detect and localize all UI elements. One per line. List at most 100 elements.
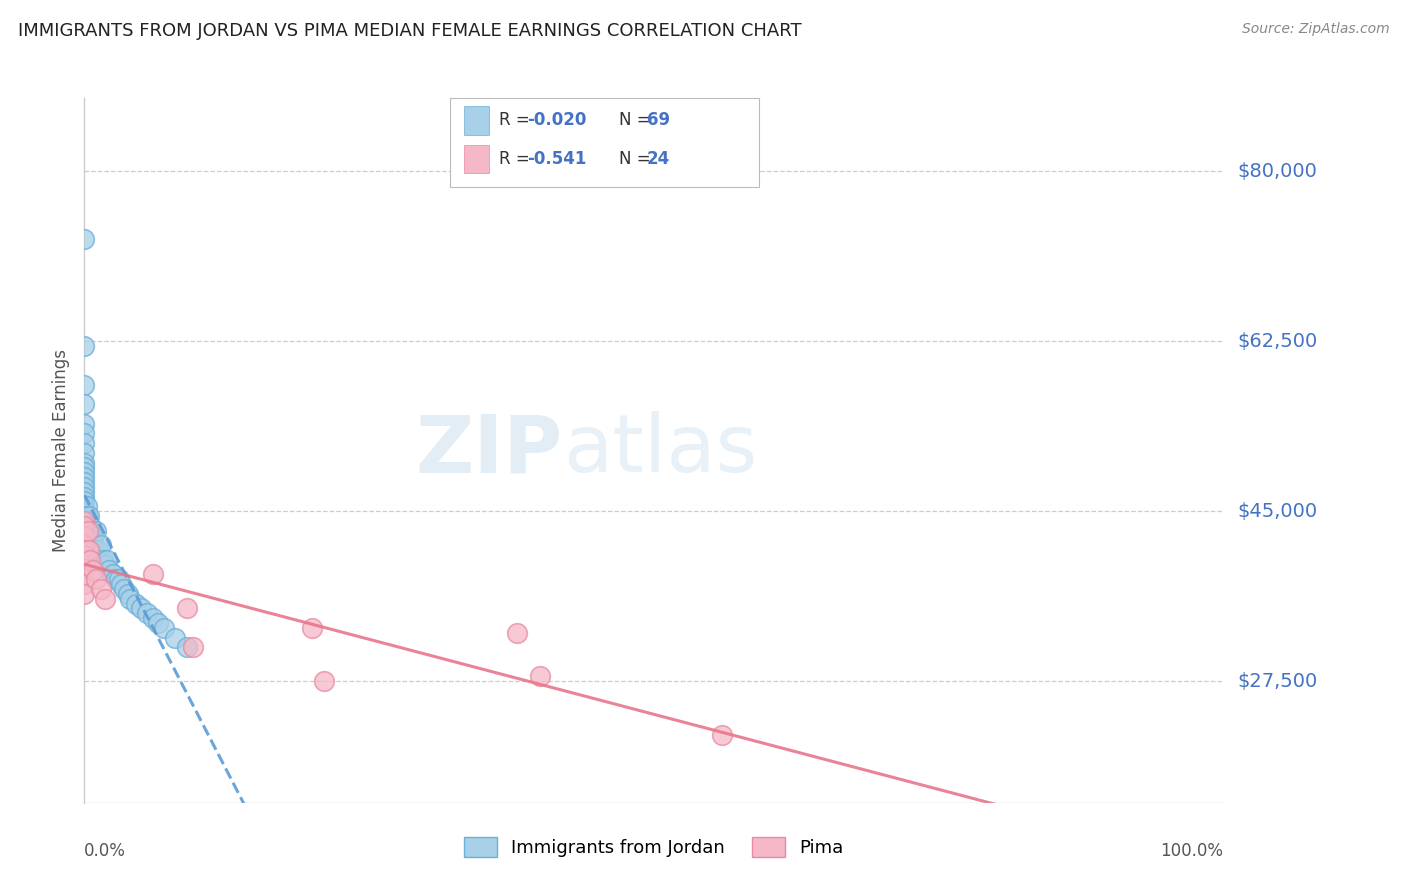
Point <box>89 553 111 567</box>
Point <box>90 582 112 596</box>
Point <box>82 562 104 576</box>
Point <box>76 509 98 524</box>
Point <box>506 625 529 640</box>
Text: $27,500: $27,500 <box>1237 672 1317 690</box>
Text: $45,000: $45,000 <box>1237 501 1317 521</box>
Point <box>73 426 96 441</box>
Text: R =: R = <box>499 150 536 168</box>
Point <box>73 397 96 411</box>
Point <box>529 669 551 683</box>
Point <box>79 553 101 567</box>
Point <box>77 543 100 558</box>
Point <box>90 538 112 552</box>
Point <box>73 232 96 246</box>
Point <box>76 518 98 533</box>
Point <box>73 558 96 572</box>
Point <box>73 436 96 450</box>
Point <box>118 591 141 606</box>
Text: 0.0%: 0.0% <box>84 842 127 860</box>
Point <box>73 494 96 508</box>
Point <box>148 615 170 630</box>
Point <box>73 516 96 530</box>
Point <box>73 518 96 533</box>
Point <box>82 533 104 548</box>
Text: R =: R = <box>499 112 536 129</box>
Text: Source: ZipAtlas.com: Source: ZipAtlas.com <box>1241 22 1389 37</box>
Point <box>84 524 107 538</box>
Text: 69: 69 <box>647 112 669 129</box>
Point <box>153 621 176 635</box>
Point <box>76 524 98 538</box>
Point <box>101 567 124 582</box>
Point <box>73 339 96 353</box>
Text: $80,000: $80,000 <box>1237 161 1317 180</box>
Point <box>73 500 96 514</box>
Legend: Immigrants from Jordan, Pima: Immigrants from Jordan, Pima <box>457 830 851 864</box>
Point <box>73 417 96 431</box>
Text: IMMIGRANTS FROM JORDAN VS PIMA MEDIAN FEMALE EARNINGS CORRELATION CHART: IMMIGRANTS FROM JORDAN VS PIMA MEDIAN FE… <box>18 22 801 40</box>
Point <box>77 509 100 524</box>
Point <box>73 456 96 470</box>
Point <box>124 597 146 611</box>
Point <box>73 577 96 591</box>
Point <box>312 674 335 689</box>
Point <box>73 524 96 538</box>
Point <box>711 728 734 742</box>
Point <box>73 567 96 582</box>
Point <box>73 466 96 480</box>
Point <box>94 591 117 606</box>
Point <box>142 611 165 625</box>
Point <box>87 543 110 558</box>
Point <box>112 582 135 596</box>
Point <box>73 528 96 542</box>
Point <box>73 509 96 524</box>
Point <box>73 528 96 542</box>
Point <box>73 538 96 552</box>
Point <box>73 587 96 601</box>
Point <box>98 562 121 576</box>
Text: atlas: atlas <box>562 411 756 490</box>
Point <box>73 512 96 526</box>
Point <box>117 587 139 601</box>
Text: $62,500: $62,500 <box>1237 332 1317 351</box>
Point <box>131 601 153 615</box>
Point <box>301 621 323 635</box>
Point <box>80 538 103 552</box>
Point <box>110 577 132 591</box>
Point <box>73 506 96 520</box>
Text: ZIP: ZIP <box>415 411 562 490</box>
Point <box>96 553 118 567</box>
Text: -0.020: -0.020 <box>527 112 586 129</box>
Text: N =: N = <box>619 112 655 129</box>
Point <box>76 524 98 538</box>
Point <box>83 543 105 558</box>
Point <box>73 470 96 484</box>
Text: N =: N = <box>619 150 655 168</box>
Point <box>142 567 165 582</box>
Point <box>73 514 96 528</box>
Point <box>79 518 101 533</box>
Point <box>73 460 96 475</box>
Point <box>73 548 96 562</box>
Point <box>80 524 103 538</box>
Point <box>79 533 101 548</box>
Point <box>105 572 128 586</box>
Point <box>181 640 204 655</box>
Point <box>73 480 96 494</box>
Point <box>94 558 117 572</box>
Y-axis label: Median Female Earnings: Median Female Earnings <box>52 349 70 552</box>
Text: -0.541: -0.541 <box>527 150 586 168</box>
Point <box>73 446 96 460</box>
Point <box>165 631 187 645</box>
Point <box>84 548 107 562</box>
Point <box>91 553 114 567</box>
Text: 100.0%: 100.0% <box>1160 842 1223 860</box>
Point <box>73 475 96 489</box>
Point <box>73 533 96 548</box>
Point <box>84 572 107 586</box>
Point <box>107 572 129 586</box>
Point <box>73 504 96 518</box>
Point <box>73 514 96 528</box>
Point <box>176 601 198 615</box>
Point <box>136 607 159 621</box>
